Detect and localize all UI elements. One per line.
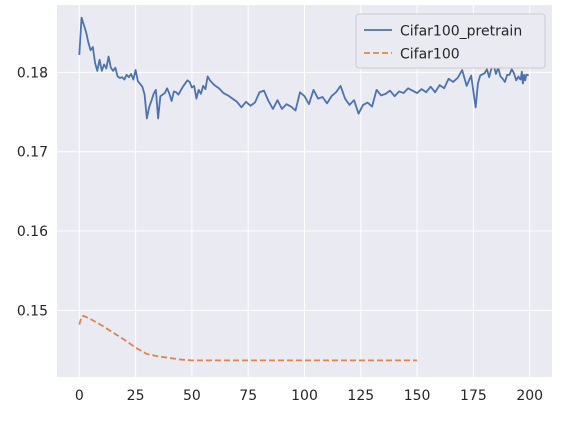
x-axis-ticks: 0 25 50 75 100 125 150 175 200: [75, 388, 543, 404]
x-tick-label: 50: [183, 388, 201, 404]
x-tick-label: 25: [127, 388, 145, 404]
legend-label-cifar100: Cifar100: [400, 47, 460, 63]
series-lines: [78, 16, 530, 362]
x-tick-label: 75: [239, 388, 257, 404]
y-tick-label: 0.16: [17, 224, 48, 240]
x-tick-label: 100: [291, 388, 318, 404]
legend: Cifar100_pretrain Cifar100: [355, 13, 546, 69]
x-tick-label: 150: [404, 388, 431, 404]
x-tick-label: 200: [516, 388, 543, 404]
y-tick-label: 0.17: [17, 145, 48, 161]
y-tick-label: 0.15: [17, 303, 48, 319]
legend-box: [355, 13, 546, 69]
x-tick-label: 175: [460, 388, 487, 404]
legend-label-cifar100-pretrain: Cifar100_pretrain: [400, 24, 522, 40]
y-tick-label: 0.18: [17, 65, 48, 81]
y-axis-ticks: 0.15 0.16 0.17 0.18: [17, 65, 48, 319]
x-tick-label: 0: [75, 388, 84, 404]
series-line-cifar100: [78, 315, 418, 362]
series-line-cifar100-pretrain: [78, 16, 530, 120]
x-tick-label: 125: [347, 388, 374, 404]
